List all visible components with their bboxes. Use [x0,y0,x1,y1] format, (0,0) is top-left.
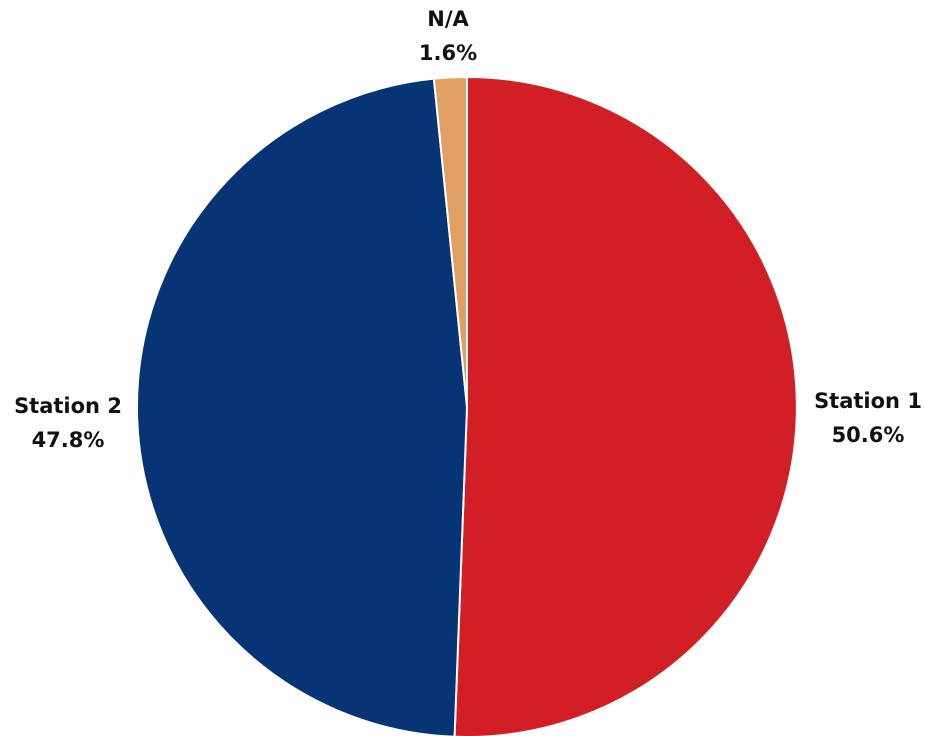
slice-value-station-1: 50.6% [832,423,905,447]
pie-slices [136,75,798,736]
slice-label-n-a: N/A [427,7,469,31]
slice-value-n-a: 1.6% [419,41,477,65]
slice-label-station-1: Station 1 [814,389,922,413]
slice-value-station-2: 47.8% [32,428,105,452]
pie-slice-station-1 [453,75,798,736]
pie-labels: Station 1 50.6% Station 2 47.8% N/A 1.6% [14,7,922,452]
slice-label-station-2: Station 2 [14,394,122,418]
pie-slice-n-a [432,75,468,408]
pie-slice-station-2 [136,77,469,736]
